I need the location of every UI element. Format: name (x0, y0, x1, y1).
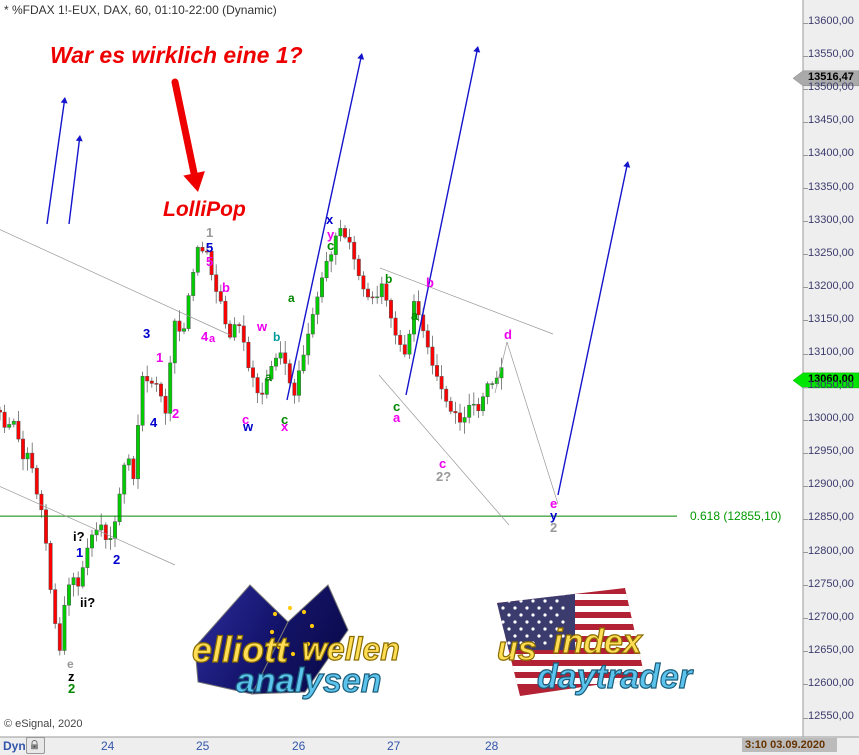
svg-text:index: index (553, 623, 644, 661)
svg-text:us: us (497, 630, 537, 668)
svg-text:daytrader: daytrader (537, 658, 694, 696)
svg-text:analysen: analysen (236, 662, 382, 700)
svg-text:0.618 (12855,10): 0.618 (12855,10) (690, 509, 781, 523)
